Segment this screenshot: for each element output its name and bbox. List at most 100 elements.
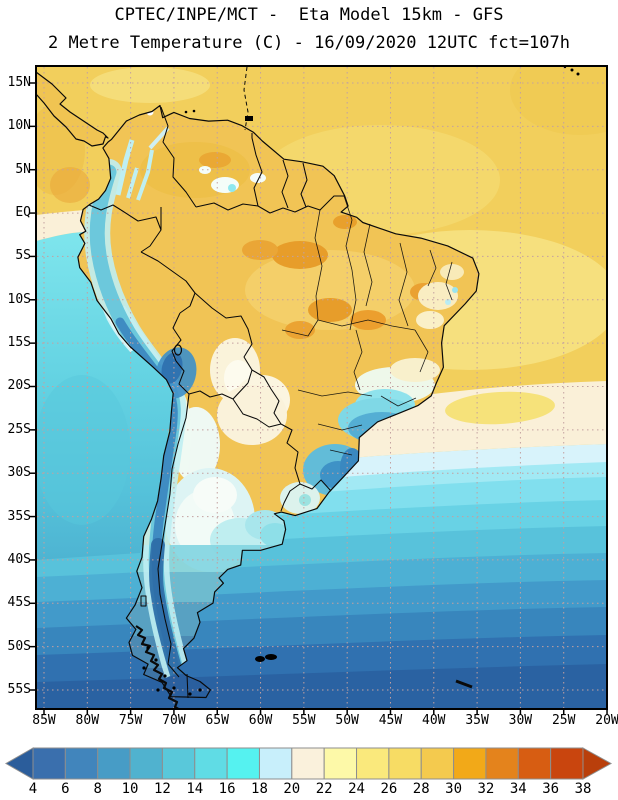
colorbar-cell-36	[550, 747, 584, 780]
caatinga-cream-3	[416, 311, 444, 329]
colorbar-cell-20	[291, 747, 325, 780]
falkland-west	[255, 656, 265, 662]
lon-label-65W: 65W	[205, 713, 229, 728]
map-subtitle: 2 Metre Temperature (C) - 16/09/2020 12U…	[48, 33, 570, 53]
antilles-dot-2	[576, 72, 580, 76]
colorbar-tick-32: 32	[477, 781, 495, 797]
colorbar-left-arrow	[4, 747, 34, 780]
colorbar-tick-24: 24	[348, 781, 365, 797]
hot-patch-3	[308, 298, 352, 322]
venezuela-andes	[148, 126, 170, 150]
colorbar-tick-34: 34	[509, 781, 527, 797]
cordillera-oriental	[136, 149, 154, 201]
colorbar-cell-32	[485, 747, 519, 780]
lat-label-10N: 10N	[7, 118, 31, 134]
hot-patch-7	[333, 215, 357, 229]
hot-patch-8	[199, 152, 231, 168]
atlantic-paleblue-band	[315, 444, 607, 478]
cordillera-central	[126, 167, 139, 199]
lon-label-20W: 20W	[595, 713, 618, 728]
colorbar-cell-16	[226, 747, 260, 780]
colorbar-cell-22	[323, 747, 358, 780]
lat-label-40S: 40S	[7, 551, 31, 567]
caatinga-cream-1	[418, 282, 458, 310]
colorbar-cell-8	[97, 747, 131, 780]
colorbar-tick-20: 20	[283, 781, 301, 797]
south-georgia-island	[455, 679, 473, 689]
colorbar-cell-12	[161, 747, 196, 780]
chile-offshore-patch	[36, 375, 130, 525]
pampa-white-2	[193, 477, 237, 513]
warm-eddy	[445, 391, 555, 425]
colorbar-cell-14	[194, 747, 228, 780]
lon-label-50W: 50W	[335, 713, 359, 728]
sst-band-cold	[36, 664, 607, 709]
tepui-white-2	[250, 173, 266, 183]
map-title: CPTEC/INPE/MCT - Eta Model 15km - GFS	[114, 5, 504, 25]
colorbar-tick-14: 14	[186, 781, 204, 797]
tepui-white-3	[199, 166, 211, 174]
colorbar-tick-18: 18	[251, 781, 268, 797]
fjord-islets	[142, 646, 202, 696]
colorbar-cell-28	[420, 747, 455, 780]
latlon-gridlines	[37, 67, 607, 708]
colorbar-right-arrow	[582, 747, 613, 780]
trinidad-island	[245, 116, 253, 121]
country-borders	[88, 106, 344, 699]
lat-label-5S: 5S	[15, 248, 31, 264]
falkland-east	[265, 654, 277, 660]
lon-label-75W: 75W	[118, 713, 143, 728]
colorbar-tick-10: 10	[121, 781, 139, 797]
colorbar-tick-22: 22	[315, 781, 333, 797]
lon-label-25W: 25W	[551, 713, 576, 728]
hot-patch-1	[272, 241, 328, 269]
lat-label-15S: 15S	[7, 335, 31, 351]
lon-label-30W: 30W	[508, 713, 533, 728]
map-artwork	[36, 66, 607, 709]
ne-cool-dot-1	[452, 287, 458, 293]
colorbar-cell-24	[356, 747, 390, 780]
abc-island-2	[192, 109, 196, 113]
lat-label-10S: 10S	[7, 291, 31, 307]
lat-label-35S: 35S	[7, 508, 31, 524]
map-frame	[35, 65, 608, 710]
caatinga-cream-2	[440, 264, 464, 280]
lon-label-85W: 85W	[32, 713, 56, 728]
colorbar-tick-26: 26	[380, 781, 398, 797]
hot-patch-2	[242, 240, 278, 260]
pacific-equator-cream	[36, 210, 85, 241]
colorbar-cell-6	[64, 747, 99, 780]
colorbar-tick-30: 30	[445, 781, 462, 797]
lon-label-60W: 60W	[248, 713, 273, 728]
lat-label-5N: 5N	[15, 161, 31, 177]
chaco-cream	[217, 385, 287, 445]
colorbar-cell-18	[258, 747, 293, 780]
colorbar-cell-4	[32, 747, 66, 780]
lat-label-30S: 30S	[7, 465, 31, 481]
colorbar-tick-36: 36	[542, 781, 560, 797]
ne-cool-dot-2	[445, 299, 451, 305]
cordillera-occidental	[115, 139, 135, 196]
lon-label-55W: 55W	[292, 713, 316, 728]
colorbar-cell-30	[453, 747, 487, 780]
lat-label-25S: 25S	[7, 421, 31, 437]
temperature-colorbar	[4, 747, 613, 780]
lon-label-70W: 70W	[162, 713, 186, 728]
islands	[184, 66, 580, 662]
south-amazon-light	[245, 250, 415, 330]
colorbar-tick-28: 28	[412, 781, 430, 797]
uruguay-cyan-dot	[299, 494, 311, 506]
lon-label-80W: 80W	[75, 713, 100, 728]
colorbar-cell-10	[129, 747, 163, 780]
lat-label-55S: 55S	[7, 681, 31, 697]
axis-ticks	[29, 82, 608, 715]
colorbar-cell-26	[388, 747, 422, 780]
lat-label-15N: 15N	[7, 75, 31, 90]
patagonian-fjords	[135, 625, 181, 709]
colorbar-tick-8: 8	[93, 781, 102, 797]
colorbar-tick-38: 38	[574, 781, 592, 797]
pacific-n-amber2	[50, 167, 90, 203]
borders-layer	[36, 66, 580, 709]
